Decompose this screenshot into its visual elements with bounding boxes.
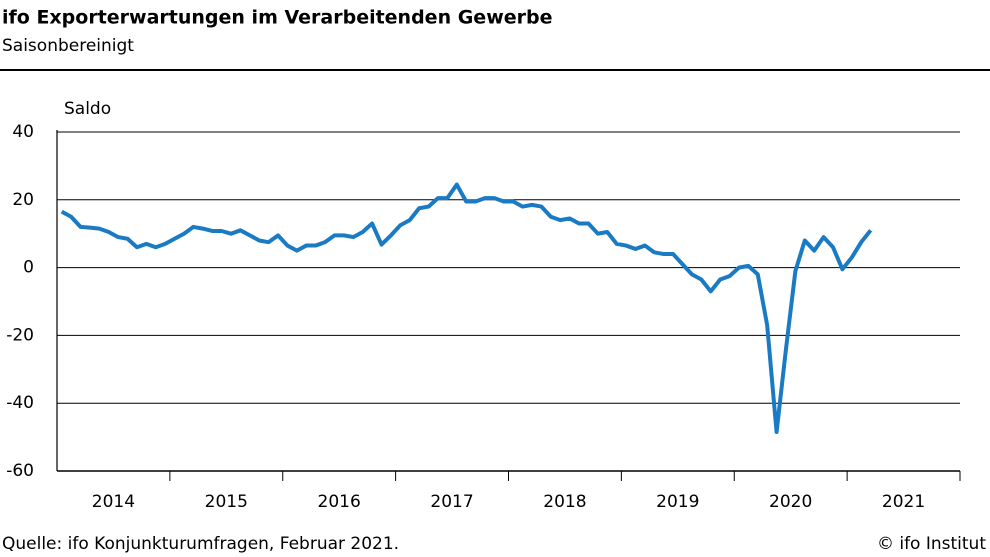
x-tick-label: 2021	[882, 492, 925, 512]
y-tick-label: 20	[12, 190, 34, 210]
y-axis-label: Saldo	[64, 99, 111, 119]
x-tick-label: 2020	[769, 492, 812, 512]
x-tick-label: 2018	[543, 492, 586, 512]
chart-title: ifo Exporterwartungen im Verarbeitenden …	[2, 7, 553, 29]
y-tick-label: 40	[12, 122, 34, 142]
y-tick-label: 0	[23, 258, 34, 278]
x-tick-label: 2019	[656, 492, 699, 512]
y-tick-label: -60	[6, 461, 34, 481]
x-tick-label: 2016	[318, 492, 361, 512]
chart-subtitle: Saisonbereinigt	[2, 36, 134, 56]
credit: © ifo Institut	[877, 534, 986, 554]
source-note: Quelle: ifo Konjunkturumfragen, Februar …	[2, 534, 399, 554]
x-tick-label: 2017	[430, 492, 473, 512]
data-line	[60, 182, 873, 435]
x-tick-label: 2015	[205, 492, 248, 512]
x-tick-label: 2014	[92, 492, 135, 512]
y-tick-label: -40	[6, 393, 34, 413]
y-tick-label: -20	[6, 325, 34, 345]
